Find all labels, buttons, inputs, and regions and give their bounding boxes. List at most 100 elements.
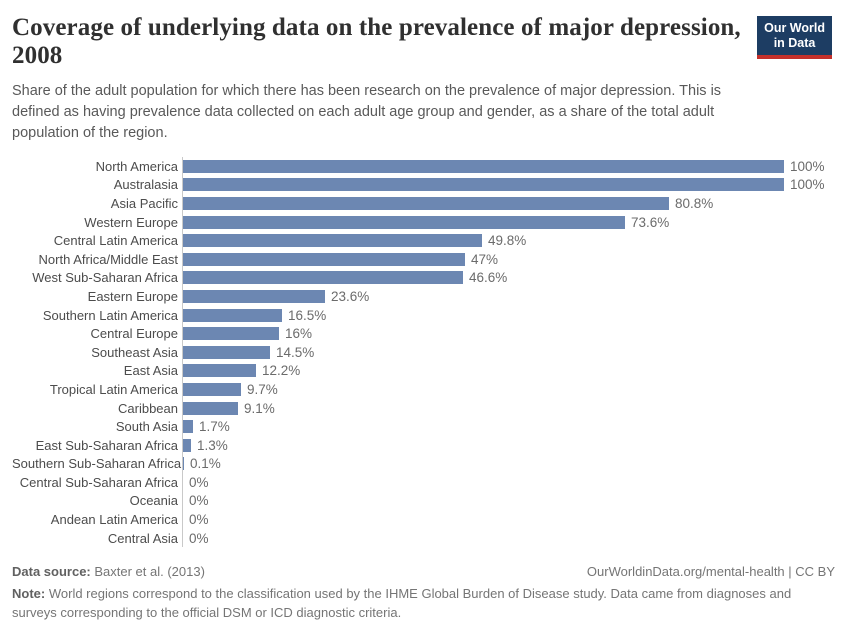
category-label: Australasia <box>113 177 178 193</box>
value-label: 100% <box>790 177 825 193</box>
category-label: Central Europe <box>90 326 178 342</box>
data-source: Data source: Baxter et al. (2013) <box>12 564 205 579</box>
bar[interactable] <box>183 327 279 341</box>
bar-area: 16.5% <box>182 305 835 325</box>
category-label: Central Sub-Saharan Africa <box>19 474 178 490</box>
chart-row: West Sub-Saharan Africa 46.6% <box>12 268 835 288</box>
bar-area: 73.6% <box>182 212 835 232</box>
bar[interactable] <box>183 215 625 229</box>
owid-logo-line1: Our World <box>764 21 825 35</box>
data-source-label: Data source: <box>12 564 91 580</box>
category-label: East Asia <box>123 363 178 379</box>
chart-row: Australasia 100% <box>12 175 835 195</box>
value-label: 14.5% <box>276 344 315 360</box>
bar-area: 100% <box>182 175 835 195</box>
value-label: 100% <box>790 158 825 174</box>
value-label: 46.6% <box>469 270 508 286</box>
value-label: 1.7% <box>199 419 230 435</box>
attribution-link[interactable]: OurWorldinData.org/mental-health | CC BY <box>586 564 835 580</box>
bar[interactable] <box>183 289 325 303</box>
chart-row: East Asia 12.2% <box>12 361 835 381</box>
bar[interactable] <box>183 308 282 322</box>
category-label: Central Latin America <box>53 233 178 249</box>
category-label: Andean Latin America <box>50 512 178 528</box>
bar[interactable] <box>183 159 784 173</box>
chart-row: Oceania 0% <box>12 491 835 511</box>
value-label: 1.3% <box>197 437 228 453</box>
category-label: Southern Sub-Saharan Africa <box>12 456 182 472</box>
bar[interactable] <box>183 345 270 359</box>
bar[interactable] <box>183 382 241 396</box>
category-label: Tropical Latin America <box>49 381 178 397</box>
chart-card: Coverage of underlying data on the preva… <box>12 14 835 621</box>
chart-row: Southeast Asia 14.5% <box>12 342 835 362</box>
bar-area: 80.8% <box>182 194 835 213</box>
bar[interactable] <box>183 401 238 415</box>
value-label: 23.6% <box>331 288 370 304</box>
bar-area: 0.1% <box>182 454 835 474</box>
value-label: 9.1% <box>244 400 275 416</box>
value-label: 0.1% <box>190 456 221 472</box>
chart-row: Central Latin America 49.8% <box>12 231 835 250</box>
bar-area: 46.6% <box>182 268 835 288</box>
bar[interactable] <box>183 271 463 285</box>
chart-row: Caribbean 9.1% <box>12 398 835 418</box>
bar[interactable] <box>183 438 191 452</box>
bar-area: 100% <box>182 157 835 176</box>
chart-row: Eastern Europe 23.6% <box>12 287 835 306</box>
title-block: Coverage of underlying data on the preva… <box>12 14 742 144</box>
chart-row: Tropical Latin America 9.7% <box>12 380 835 399</box>
value-label: 16.5% <box>288 307 327 323</box>
category-label: North America <box>95 158 178 174</box>
chart-footer: Data source: Baxter et al. (2013) OurWor… <box>12 564 835 622</box>
chart-row: Western Europe 73.6% <box>12 212 835 232</box>
value-label: 0% <box>189 512 209 528</box>
chart-row: Andean Latin America 0% <box>12 510 835 529</box>
bar[interactable] <box>183 420 193 434</box>
chart-subtitle: Share of the adult population for which … <box>12 83 722 141</box>
bar[interactable] <box>183 234 482 248</box>
note-label: Note: <box>12 586 46 602</box>
value-label: 12.2% <box>262 363 301 379</box>
category-label: South Asia <box>115 419 178 435</box>
category-label: Oceania <box>129 493 178 509</box>
chart-row: Central Europe 16% <box>12 324 835 343</box>
bar[interactable] <box>183 178 784 192</box>
owid-logo[interactable]: Our World in Data <box>757 16 832 59</box>
bar[interactable] <box>183 196 669 210</box>
bar-area: 9.7% <box>182 380 835 399</box>
value-label: 80.8% <box>675 195 714 211</box>
value-label: 16% <box>285 326 313 342</box>
page-title-line1: Coverage of underlying data on the preva… <box>12 14 741 41</box>
chart-row: North America 100% <box>12 157 835 176</box>
chart-header: Coverage of underlying data on the preva… <box>12 14 835 144</box>
page-title: Coverage of underlying data on the preva… <box>12 14 742 70</box>
category-label: Eastern Europe <box>87 288 178 304</box>
category-label: Caribbean <box>118 400 178 416</box>
data-source-value: Baxter et al. (2013) <box>94 564 205 580</box>
value-label: 0% <box>189 474 209 490</box>
bar[interactable] <box>183 252 465 266</box>
chart-row: Central Asia 0% <box>12 528 835 548</box>
category-label: North Africa/Middle East <box>38 251 178 267</box>
bar[interactable] <box>183 364 256 378</box>
chart-row: South Asia 1.7% <box>12 417 835 436</box>
bar-area: 1.7% <box>182 417 835 436</box>
chart-row: Asia Pacific 80.8% <box>12 194 835 213</box>
category-label: Asia Pacific <box>110 195 178 211</box>
bar[interactable] <box>183 457 184 471</box>
bar-area: 12.2% <box>182 361 835 381</box>
bar-area: 16% <box>182 324 835 343</box>
bar-area: 49.8% <box>182 231 835 250</box>
bar-area: 0% <box>182 491 835 511</box>
page-title-line2: 2008 <box>12 42 63 69</box>
bar-area: 47% <box>182 249 835 269</box>
note-text: World regions correspond to the classifi… <box>12 586 792 621</box>
bar-area: 0% <box>182 473 835 492</box>
chart-rows: North America 100% Australasia 100% Asia Pac… <box>12 157 835 548</box>
value-label: 0% <box>189 530 209 546</box>
category-label: Central Asia <box>107 530 178 546</box>
bar-area: 23.6% <box>182 287 835 306</box>
category-label: Southeast Asia <box>91 344 178 360</box>
chart-row: Southern Latin America 16.5% <box>12 305 835 325</box>
